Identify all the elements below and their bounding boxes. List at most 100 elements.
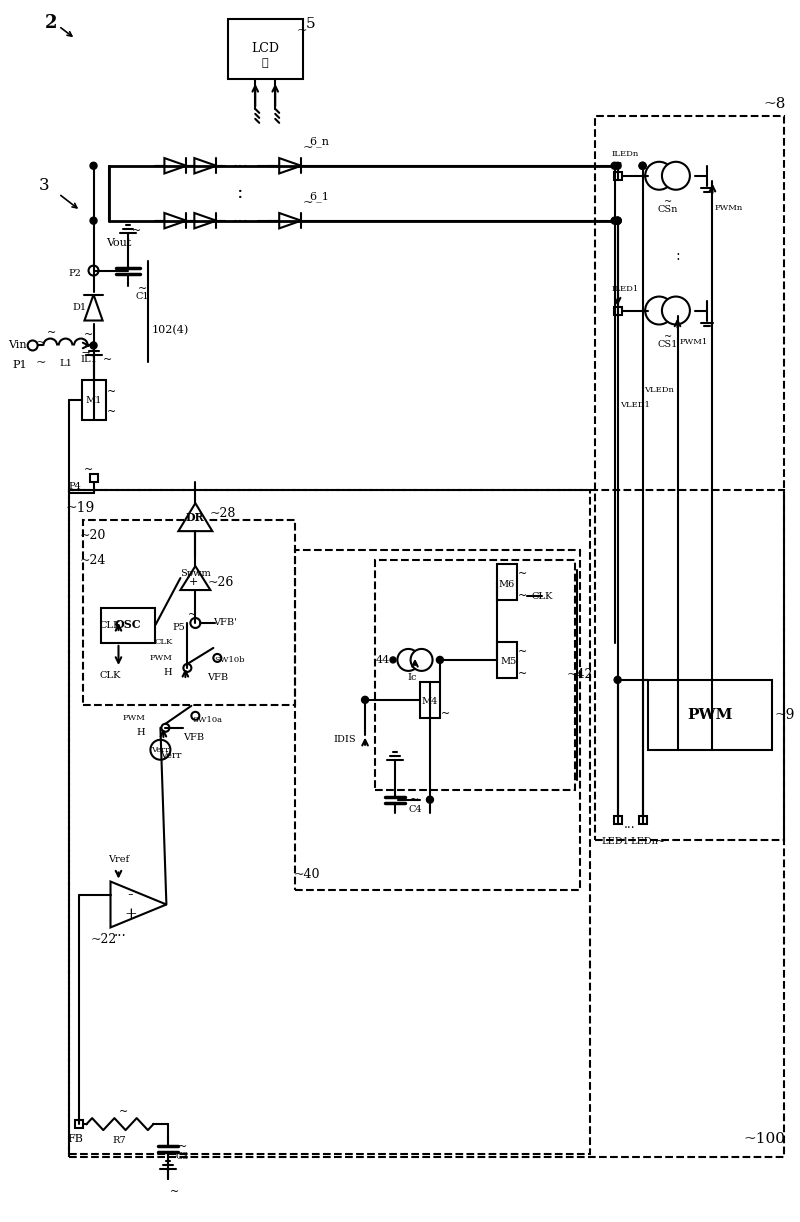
Circle shape	[90, 218, 97, 224]
Bar	[101, 609, 155, 643]
Text: Ic: Ic	[407, 673, 417, 682]
Text: M4: M4	[422, 698, 438, 706]
Text: 机: 机	[262, 57, 269, 68]
Text: +: +	[124, 908, 137, 921]
Circle shape	[639, 163, 646, 170]
Text: 5: 5	[306, 17, 315, 31]
Bar	[82, 380, 106, 420]
Text: CLK: CLK	[100, 671, 121, 681]
Text: PWM: PWM	[150, 654, 172, 662]
Polygon shape	[279, 158, 301, 174]
Text: ~9: ~9	[774, 708, 794, 722]
Text: ~: ~	[518, 646, 527, 657]
Bar	[420, 682, 440, 717]
Circle shape	[662, 161, 690, 189]
Text: Vref: Vref	[108, 855, 129, 864]
Circle shape	[410, 649, 433, 671]
Text: ~: ~	[518, 668, 527, 679]
Text: VLEDn: VLEDn	[645, 386, 674, 395]
Text: ~: ~	[132, 226, 141, 236]
Text: IL1: IL1	[80, 354, 97, 364]
Text: ~: ~	[138, 284, 147, 293]
Text: FB: FB	[68, 1134, 83, 1144]
Bar	[497, 642, 517, 678]
Polygon shape	[194, 213, 216, 229]
Text: ~: ~	[47, 329, 56, 338]
Bar	[90, 474, 98, 483]
Circle shape	[184, 665, 191, 671]
Text: ~20: ~20	[79, 529, 106, 541]
Bar	[375, 560, 574, 789]
Text: SW10b: SW10b	[214, 656, 245, 664]
Text: ...: ...	[624, 818, 635, 831]
Text: ~8: ~8	[763, 97, 786, 111]
Bar	[614, 815, 622, 824]
Text: ~: ~	[84, 466, 93, 475]
Circle shape	[645, 161, 673, 189]
Text: ~100: ~100	[743, 1132, 786, 1146]
Text: ~22: ~22	[90, 932, 117, 946]
Text: ...: ...	[233, 154, 248, 171]
Circle shape	[614, 218, 621, 224]
Circle shape	[611, 218, 618, 224]
Text: VFB: VFB	[206, 673, 228, 682]
Circle shape	[614, 218, 621, 224]
Text: 6_n: 6_n	[309, 137, 329, 147]
Text: P4: P4	[69, 481, 82, 491]
Text: L1: L1	[59, 359, 72, 368]
Text: 3: 3	[38, 177, 49, 194]
Circle shape	[190, 618, 200, 628]
Text: C3: C3	[175, 1151, 189, 1161]
Text: ~: ~	[663, 197, 671, 207]
Text: M5: M5	[501, 657, 517, 666]
Bar	[74, 1121, 82, 1128]
Circle shape	[90, 342, 97, 349]
Text: 102(4): 102(4)	[152, 325, 189, 336]
Circle shape	[28, 341, 38, 351]
Text: ~40: ~40	[294, 868, 321, 881]
Bar	[82, 521, 295, 705]
Text: ~19: ~19	[66, 501, 95, 516]
Text: ~42: ~42	[566, 668, 593, 682]
Text: ~: ~	[518, 569, 527, 579]
Text: CLK: CLK	[154, 638, 172, 646]
Text: ~: ~	[119, 1107, 128, 1117]
Circle shape	[611, 163, 618, 170]
Text: ~: ~	[103, 356, 112, 365]
Text: ~: ~	[174, 701, 182, 710]
Text: LED1: LED1	[602, 837, 630, 846]
Circle shape	[614, 677, 621, 683]
Text: Vout: Vout	[106, 237, 131, 248]
Circle shape	[214, 654, 222, 662]
Text: ~: ~	[188, 610, 197, 620]
Text: OSC: OSC	[114, 620, 141, 631]
Text: IDIS: IDIS	[334, 736, 357, 744]
Text: ~: ~	[410, 794, 419, 804]
Text: VLED1: VLED1	[620, 401, 650, 409]
Circle shape	[150, 739, 170, 760]
Polygon shape	[194, 158, 216, 174]
Circle shape	[89, 265, 98, 276]
Bar	[638, 815, 646, 824]
Text: +: +	[189, 577, 198, 587]
Polygon shape	[165, 158, 186, 174]
Circle shape	[437, 656, 443, 664]
Text: ~: ~	[35, 336, 46, 349]
Circle shape	[639, 163, 646, 170]
Text: Spwm: Spwm	[180, 568, 210, 578]
Bar	[69, 490, 784, 1157]
Text: -: -	[128, 886, 134, 903]
Text: ~: ~	[656, 837, 665, 847]
Bar	[228, 20, 303, 79]
Text: ~: ~	[178, 1143, 187, 1152]
Text: PWM1: PWM1	[679, 338, 708, 347]
Circle shape	[90, 163, 97, 170]
Circle shape	[398, 649, 419, 671]
Circle shape	[390, 657, 396, 662]
Circle shape	[662, 297, 690, 325]
Text: LCD: LCD	[251, 43, 279, 55]
Circle shape	[362, 697, 369, 704]
Polygon shape	[85, 295, 102, 320]
Text: P2: P2	[69, 269, 82, 279]
Polygon shape	[178, 503, 212, 532]
